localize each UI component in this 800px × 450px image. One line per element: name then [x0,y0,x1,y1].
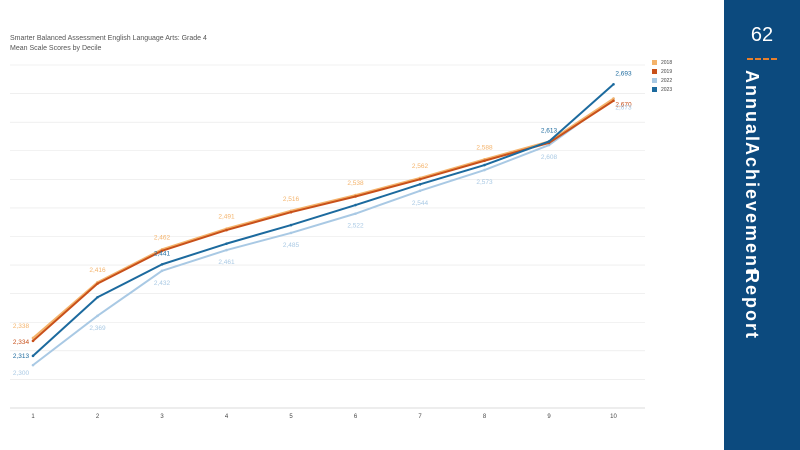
x-tick-label: 3 [160,414,164,420]
data-label: 2,441 [154,250,171,257]
x-tick-label: 8 [483,414,487,420]
data-point [96,295,99,299]
report-title-word: Report [742,270,762,340]
data-point [418,178,422,181]
data-point [354,212,357,215]
legend-swatch [652,60,657,65]
data-point [31,354,35,358]
x-tick-label: 4 [225,414,229,420]
data-label: 2,516 [283,196,300,203]
data-point [225,228,228,232]
data-label: 2,416 [89,267,106,274]
data-label: 2,608 [541,154,558,161]
line-chart: 1 2 3 4 5 6 7 8 9 10 2,338 2,416 2,462 2,491 2,516 2,53… [10,64,645,420]
page-number: 62 [750,24,774,46]
data-point [418,189,422,193]
data-point [160,263,164,266]
data-label: 2,588 [476,144,493,151]
x-tick-label: 9 [547,414,551,420]
legend-swatch [652,69,657,74]
data-point [612,99,615,103]
report-title-word: Annual [742,70,762,143]
legend-swatch [652,78,657,83]
data-label: 2,522 [347,223,364,230]
data-label: 2,491 [218,214,235,221]
data-point [31,336,35,340]
data-point [96,282,99,285]
series-line [32,83,615,357]
series-line [32,99,615,342]
data-label: 2,670 [615,102,632,109]
x-tick-label: 5 [289,414,293,420]
x-tick-label: 1 [31,414,35,420]
series-line [32,97,615,339]
data-label: 2,544 [412,200,429,207]
data-label: 2,613 [541,127,558,134]
legend-label: 2018 [661,59,673,66]
data-point [289,231,293,235]
page-number-rule [747,58,777,60]
data-point [31,339,35,343]
x-tick-label: 6 [354,414,358,420]
chart-title-block: Smarter Balanced Assessment English Lang… [10,34,207,54]
data-point [483,163,486,167]
side-panel: 62 Annual Achievement Report [724,0,800,450]
data-label: 2,562 [412,163,429,170]
data-label: 2,313 [13,353,30,360]
data-label: 2,338 [13,323,30,330]
data-label: 2,462 [154,234,171,241]
data-point [483,168,486,172]
legend-item: 2018 [652,58,672,67]
data-label: 2,334 [13,339,30,346]
x-tick-label: 2 [96,414,100,420]
legend-item: 2023 [652,85,672,94]
data-label: 2,461 [218,259,235,266]
chart-subtitle: Mean Scale Scores by Decile [10,45,102,52]
data-point [354,195,357,198]
data-point [160,249,164,253]
data-label: 2,369 [89,325,106,332]
data-point [289,223,293,227]
data-point [225,242,228,245]
data-point [225,248,228,252]
legend: 2018 2019 2022 2023 [652,58,672,94]
data-point [160,269,164,273]
data-point [418,183,422,186]
data-label: 2,693 [615,70,632,77]
data-point [31,363,35,367]
x-tick-label: 7 [418,414,422,420]
chart-title: Smarter Balanced Assessment English Lang… [10,35,207,42]
legend-label: 2023 [661,86,673,93]
data-label: 2,300 [13,370,30,377]
data-label: 2,485 [283,242,300,249]
data-point [612,82,615,86]
data-label: 2,538 [347,180,364,187]
legend-item: 2022 [652,76,672,85]
x-tick-label: 10 [610,414,617,420]
data-point [547,140,551,143]
data-point [483,159,486,163]
data-point [289,210,293,214]
data-label: 2,673 [615,105,632,112]
legend-swatch [652,87,657,92]
data-label: 2,573 [476,179,493,186]
data-point [354,203,357,207]
legend-label: 2022 [661,77,673,84]
legend-label: 2019 [661,68,673,75]
data-point [612,97,615,100]
report-title-word: Achievement [742,142,762,277]
data-label: 2,432 [154,280,171,287]
legend-item: 2019 [652,67,672,76]
data-point [96,314,99,318]
data-point [547,143,551,147]
series-line [32,97,615,366]
